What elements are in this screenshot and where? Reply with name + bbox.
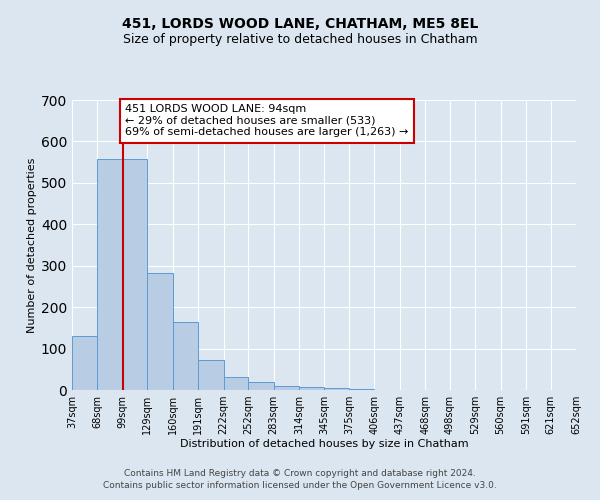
Bar xyxy=(325,388,349,390)
Text: Contains HM Land Registry data © Crown copyright and database right 2024.: Contains HM Land Registry data © Crown c… xyxy=(124,468,476,477)
Bar xyxy=(299,386,325,390)
Bar xyxy=(224,376,248,390)
Bar xyxy=(198,360,224,390)
Bar xyxy=(349,389,374,390)
Bar xyxy=(148,273,173,390)
Text: 451 LORDS WOOD LANE: 94sqm
← 29% of detached houses are smaller (533)
69% of sem: 451 LORDS WOOD LANE: 94sqm ← 29% of deta… xyxy=(125,104,409,138)
Y-axis label: Number of detached properties: Number of detached properties xyxy=(26,158,37,332)
Bar xyxy=(72,336,97,390)
Text: Contains public sector information licensed under the Open Government Licence v3: Contains public sector information licen… xyxy=(103,481,497,490)
Bar xyxy=(274,386,299,390)
Text: Size of property relative to detached houses in Chatham: Size of property relative to detached ho… xyxy=(122,32,478,46)
Bar xyxy=(123,159,148,390)
Text: 451, LORDS WOOD LANE, CHATHAM, ME5 8EL: 451, LORDS WOOD LANE, CHATHAM, ME5 8EL xyxy=(122,18,478,32)
Bar xyxy=(173,322,198,390)
Bar xyxy=(248,382,274,390)
X-axis label: Distribution of detached houses by size in Chatham: Distribution of detached houses by size … xyxy=(179,438,469,448)
Bar xyxy=(97,159,123,390)
